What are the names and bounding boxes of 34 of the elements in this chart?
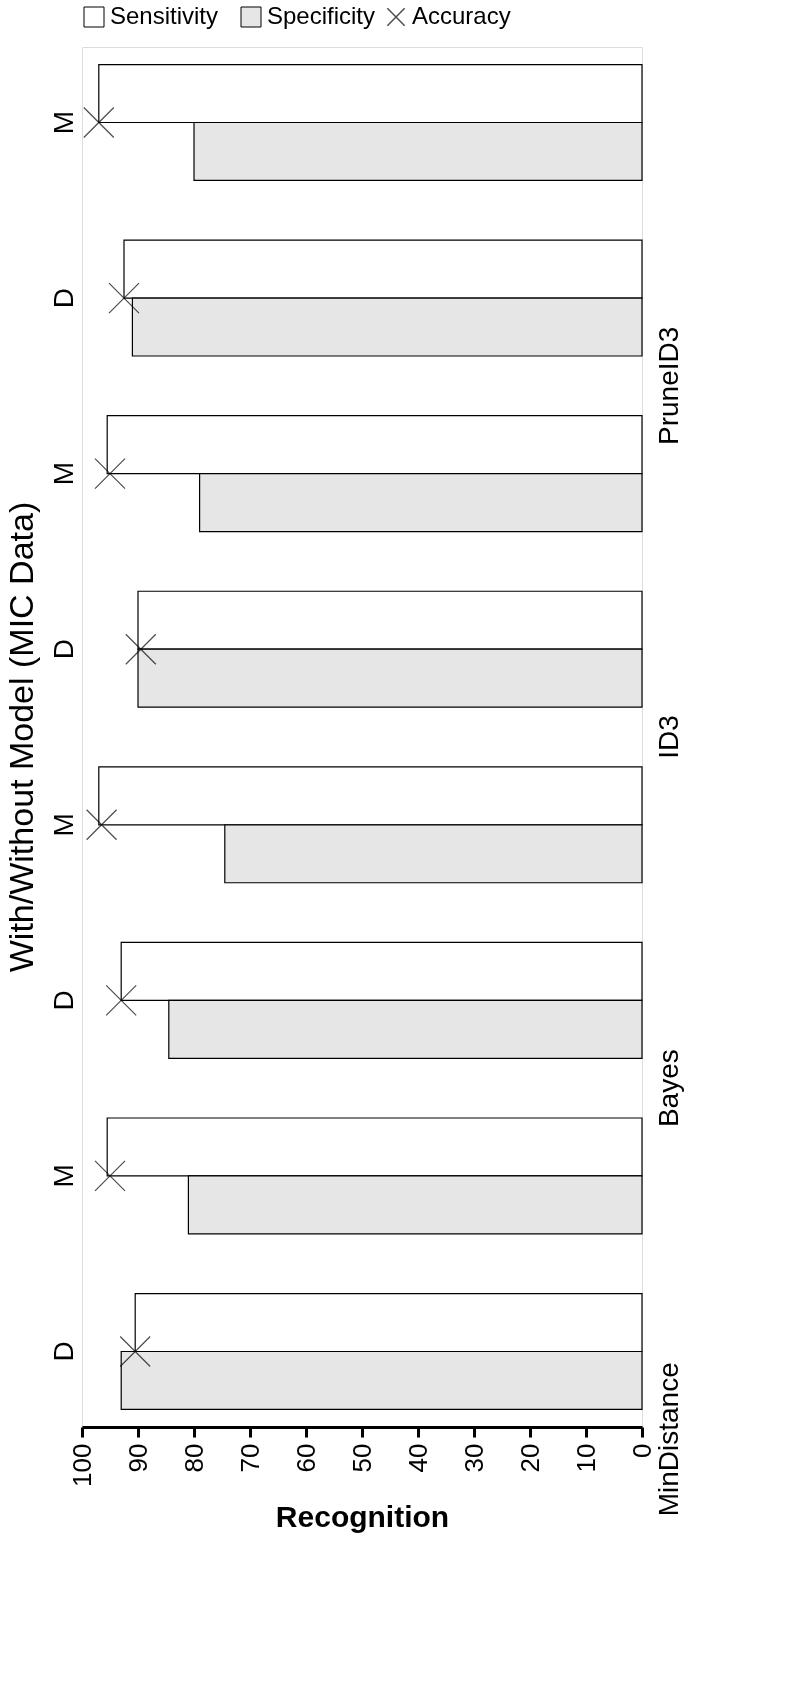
x-tick-label: 40 [402, 1443, 433, 1473]
x-axis-title: Recognition [275, 1499, 450, 1533]
x-tick-label: 100 [66, 1443, 97, 1487]
text: With/Without Model (MIC Data) [2, 501, 40, 973]
point [94, 1160, 126, 1192]
y-tick-label: D [47, 990, 79, 1011]
point [83, 106, 115, 139]
point [125, 633, 157, 665]
text: ID3 [653, 715, 684, 759]
y-tick-label: M [47, 813, 79, 837]
text: PruneID3 [653, 326, 684, 445]
x-tick-label: 60 [290, 1443, 321, 1473]
point [105, 984, 137, 1016]
y-tick-label: M [47, 110, 79, 135]
x-tick-label: 50 [346, 1443, 377, 1473]
y-tick-label: D [47, 287, 79, 309]
y-tick-label: D [47, 1341, 79, 1362]
legend-label: Sensitivity [110, 2, 219, 29]
point [94, 458, 126, 490]
x-tick-label: 30 [458, 1443, 489, 1473]
point [108, 282, 140, 314]
point [86, 809, 118, 841]
text: Bayes [653, 1049, 684, 1128]
x-tick-label: 20 [514, 1443, 545, 1473]
y-tick-label: M [47, 461, 79, 486]
x-tick-label: 80 [178, 1443, 209, 1473]
point [119, 1335, 151, 1368]
y-tick-label: D [47, 639, 79, 660]
y-tick-label: M [47, 1164, 79, 1188]
x-tick-label: 90 [122, 1443, 153, 1473]
x-tick-label: 10 [570, 1443, 601, 1473]
legend-label: Specificity [267, 2, 376, 29]
legend-label: Accuracy [412, 2, 511, 29]
x-tick-label: 70 [234, 1443, 265, 1473]
